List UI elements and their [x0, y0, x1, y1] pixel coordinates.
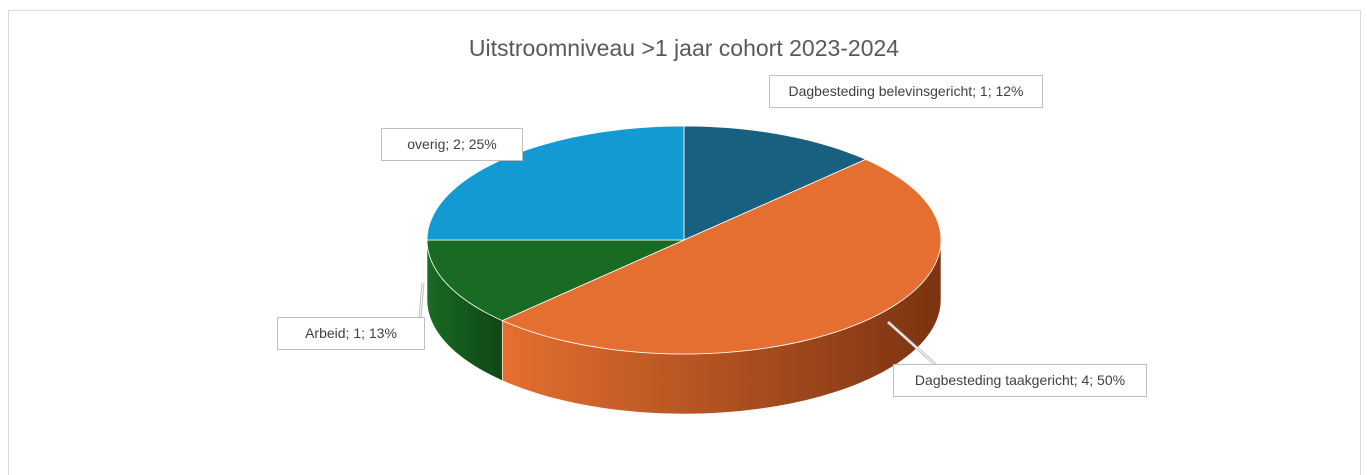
leader-line [887, 321, 938, 367]
slice [501, 158, 942, 355]
leader-line [419, 282, 424, 319]
data-label: overig; 2; 25% [381, 128, 523, 161]
chart-title: Uitstroomniveau >1 jaar cohort 2023-2024 [469, 35, 899, 61]
data-label: Arbeid; 1; 13% [277, 317, 425, 350]
data-label: Dagbesteding taakgericht; 4; 50% [893, 364, 1147, 397]
data-label: Dagbesteding belevinsgericht; 1; 12% [769, 75, 1043, 108]
slice [683, 125, 867, 241]
tops [426, 125, 942, 355]
slice [426, 239, 685, 322]
chart-frame [8, 10, 1361, 475]
